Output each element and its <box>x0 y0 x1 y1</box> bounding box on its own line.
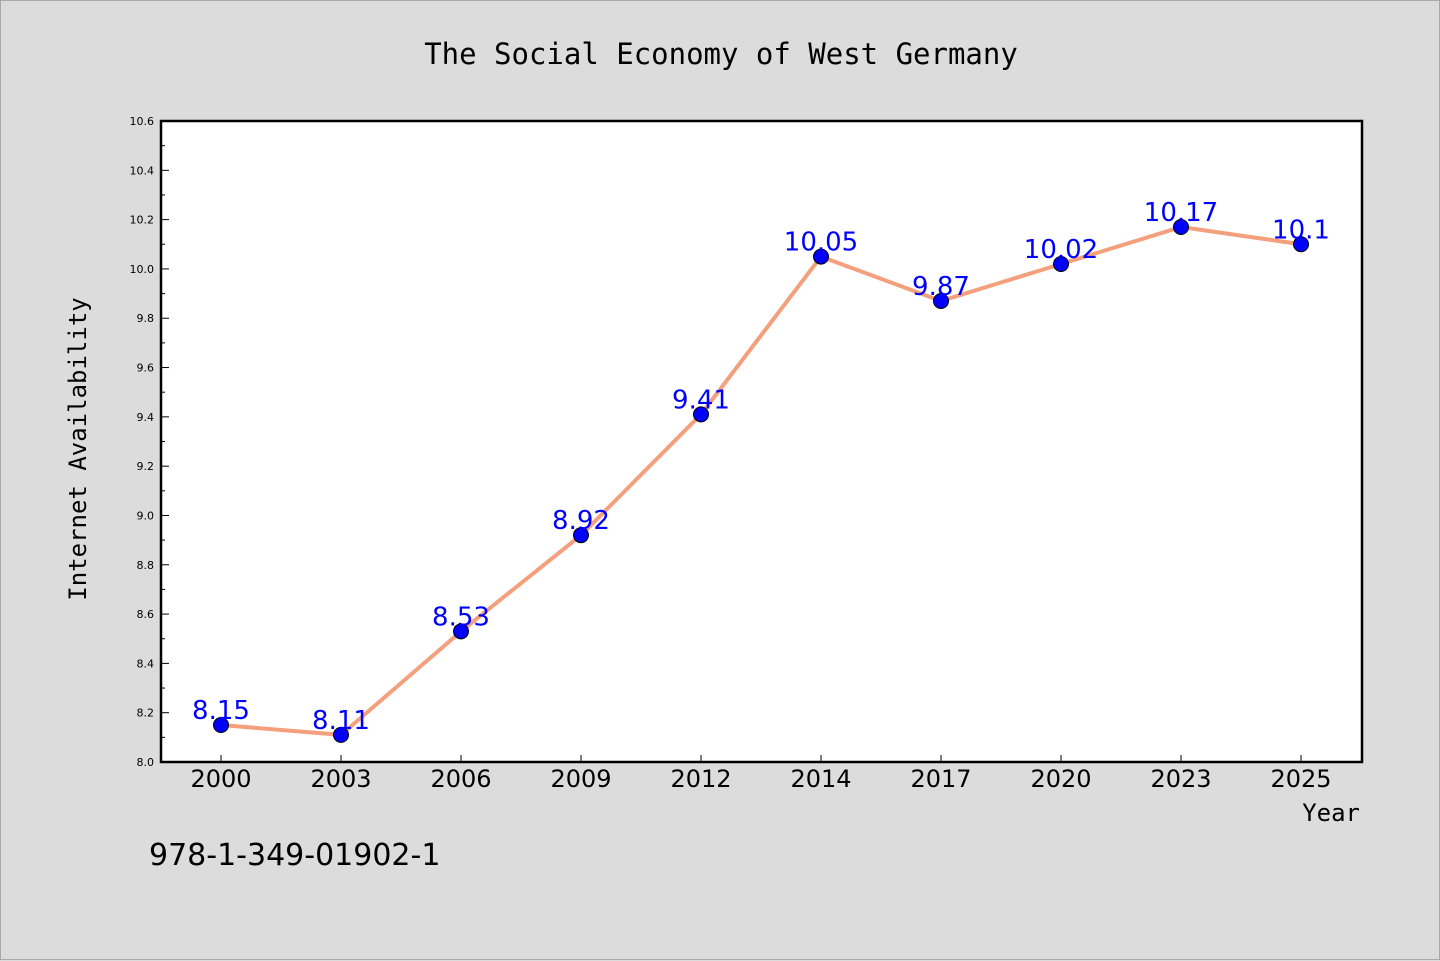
data-point <box>933 292 949 309</box>
y-tick-label: 8.4 <box>137 657 155 670</box>
data-label: 10.17 <box>1144 198 1218 228</box>
y-tick-label: 9.8 <box>137 312 155 325</box>
x-tick-label: 2009 <box>550 765 611 793</box>
x-axis-title: Year <box>1302 799 1360 827</box>
data-point <box>573 527 589 544</box>
y-tick-label: 9.6 <box>137 362 155 375</box>
data-label: 9.87 <box>912 272 970 302</box>
data-point <box>813 248 829 265</box>
data-label: 8.15 <box>192 696 250 726</box>
y-tick-label: 9.2 <box>137 460 155 473</box>
data-label: 10.02 <box>1024 235 1098 265</box>
x-axis: 2000 2003 2006 2009 2012 2014 2017 2020 2023 2025 <box>190 755 1332 793</box>
y-tick-label: 8.0 <box>137 756 155 769</box>
x-tick-label: 2003 <box>310 765 371 793</box>
x-tick-label: 2006 <box>430 765 491 793</box>
y-tick-label: 9.0 <box>137 509 155 522</box>
y-tick-label: 10.4 <box>130 164 155 177</box>
data-point <box>693 406 709 423</box>
y-tick-label: 8.6 <box>137 608 155 621</box>
data-label: 8.53 <box>432 602 490 632</box>
data-point <box>1293 236 1309 253</box>
series-group <box>213 219 1309 743</box>
y-axis-title: Internet Availability <box>64 297 92 600</box>
x-tick-label: 2020 <box>1030 765 1091 793</box>
data-label: 8.11 <box>312 706 370 736</box>
data-label: 10.1 <box>1272 215 1330 245</box>
data-label: 9.41 <box>672 385 730 415</box>
x-tick-label: 2017 <box>910 765 971 793</box>
plot-area <box>159 119 1364 764</box>
data-point <box>1053 255 1069 272</box>
x-tick-label: 2012 <box>670 765 731 793</box>
x-tick-label: 2023 <box>1150 765 1211 793</box>
data-label: 10.05 <box>784 228 858 258</box>
data-point <box>333 726 349 743</box>
y-tick-label: 8.8 <box>137 559 155 572</box>
x-tick-label: 2000 <box>190 765 251 793</box>
data-label: 8.92 <box>552 506 610 536</box>
y-tick-label: 9.4 <box>137 411 155 424</box>
data-point <box>453 623 469 640</box>
data-labels: 8.15 8.11 8.53 8.92 9.41 10.05 9.87 10.02 10.17 1… <box>192 198 1330 736</box>
isbn-footnote: 978-1-349-01902-1 <box>149 838 440 873</box>
y-tick-label: 8.2 <box>137 707 155 720</box>
y-tick-label: 10.2 <box>130 214 155 227</box>
y-tick-label: 10.6 <box>130 115 155 128</box>
chart-title: The Social Economy of West Germany <box>424 37 1018 71</box>
y-tick-label: 10.0 <box>130 263 155 276</box>
data-point <box>1173 219 1189 236</box>
y-axis: 8.0 8.2 8.4 8.6 8.8 9.0 9.2 9.4 9.6 9.8 10.0 10.2 10… <box>130 115 169 769</box>
series-line <box>219 225 1303 737</box>
data-point <box>213 717 229 734</box>
x-tick-label: 2025 <box>1270 765 1331 793</box>
x-tick-label: 2014 <box>790 765 851 793</box>
